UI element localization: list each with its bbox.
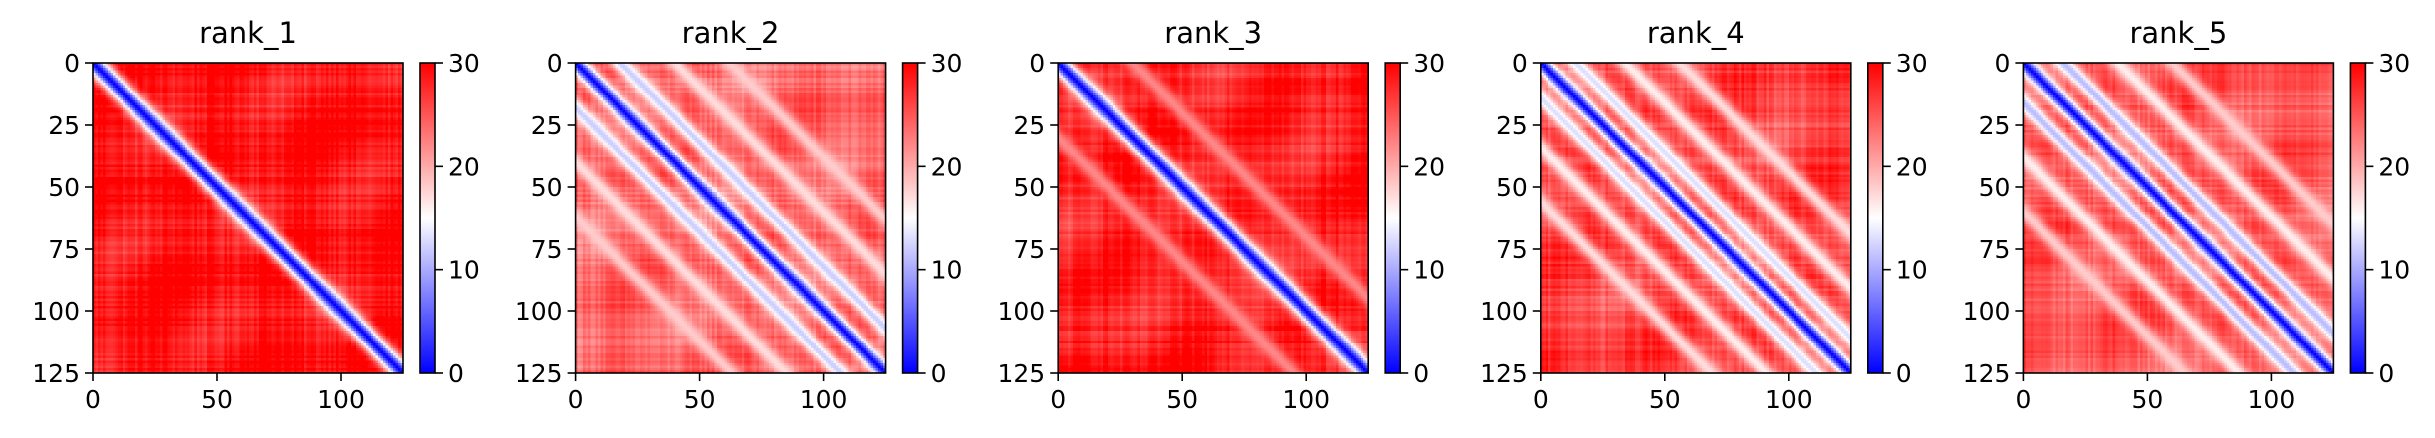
x-tick-label: 0	[1050, 385, 1066, 414]
y-tick-label: 125	[515, 359, 563, 388]
colorbar-tick-label: 10	[931, 256, 963, 285]
y-tick-label: 25	[48, 111, 80, 140]
colorbar-tick-label: 30	[1896, 49, 1928, 78]
colorbar	[1867, 62, 1884, 374]
x-tick-label: 100	[2248, 385, 2296, 414]
colorbar-tick-label: 30	[2378, 49, 2410, 78]
heatmap-image	[1540, 63, 1851, 373]
y-tick-label: 100	[32, 297, 80, 326]
y-tick-label: 25	[1013, 111, 1045, 140]
x-tick-label: 100	[1765, 385, 1813, 414]
x-tick-label: 100	[317, 385, 365, 414]
x-tick-label: 0	[85, 385, 101, 414]
x-tick-label: 100	[800, 385, 848, 414]
plot-frame	[1057, 62, 1369, 374]
heatmap-image	[2023, 63, 2334, 373]
y-tick-label: 125	[32, 359, 80, 388]
plot-frame	[1540, 62, 1852, 374]
x-tick-label: 50	[2131, 385, 2163, 414]
chart-title: rank_3	[1164, 16, 1262, 50]
y-tick-label: 125	[1963, 359, 2011, 388]
y-tick-label: 0	[547, 49, 563, 78]
colorbar	[901, 62, 919, 374]
y-tick-label: 0	[64, 49, 80, 78]
chart-title: rank_2	[682, 16, 780, 50]
chart-title: rank_5	[2129, 16, 2227, 50]
heatmap-image	[1058, 63, 1369, 373]
colorbar-tick-label: 30	[931, 49, 963, 78]
x-tick-label: 0	[1533, 385, 1549, 414]
y-tick-label: 125	[1480, 359, 1528, 388]
x-tick-label: 100	[1282, 385, 1330, 414]
plot-frame	[574, 62, 887, 374]
colorbar-tick-label: 10	[1413, 256, 1445, 285]
y-tick-label: 75	[531, 235, 563, 264]
x-tick-label: 50	[1649, 385, 1681, 414]
colorbar-tick-label: 20	[1413, 152, 1445, 181]
colorbar-tick-label: 20	[1896, 152, 1928, 181]
y-tick-label: 75	[48, 235, 80, 264]
y-tick-label: 0	[1029, 49, 1045, 78]
y-tick-label: 0	[1994, 49, 2010, 78]
plot-frame	[92, 62, 404, 374]
y-tick-label: 100	[997, 297, 1045, 326]
y-tick-label: 50	[1979, 173, 2011, 202]
plot-frame	[2022, 62, 2335, 374]
y-tick-label: 25	[1979, 111, 2011, 140]
x-tick-label: 0	[568, 385, 584, 414]
x-tick-label: 50	[1166, 385, 1198, 414]
y-tick-label: 100	[1963, 297, 2011, 326]
colorbar	[419, 62, 436, 374]
colorbar-tick-label: 10	[1896, 256, 1928, 285]
colorbar-tick-label: 20	[931, 152, 963, 181]
colorbar-tick-label: 10	[448, 256, 480, 285]
colorbar-tick-label: 10	[2378, 256, 2410, 285]
colorbar-tick-label: 0	[1896, 359, 1912, 388]
y-tick-label: 25	[531, 111, 563, 140]
heatmap-image	[93, 63, 403, 373]
colorbar	[2349, 62, 2367, 374]
y-tick-label: 50	[1013, 173, 1045, 202]
colorbar-tick-label: 0	[448, 359, 464, 388]
colorbar-tick-label: 30	[1413, 49, 1445, 78]
x-tick-label: 50	[201, 385, 233, 414]
x-tick-label: 50	[684, 385, 716, 414]
y-tick-label: 75	[1979, 235, 2011, 264]
y-tick-label: 50	[48, 173, 80, 202]
y-tick-label: 0	[1512, 49, 1528, 78]
y-tick-label: 50	[1496, 173, 1528, 202]
y-tick-label: 75	[1013, 235, 1045, 264]
heatmap-image	[575, 63, 886, 373]
chart-title: rank_4	[1647, 16, 1745, 50]
y-tick-label: 50	[531, 173, 563, 202]
colorbar-tick-label: 0	[1413, 359, 1429, 388]
y-tick-label: 25	[1496, 111, 1528, 140]
colorbar-tick-label: 0	[931, 359, 947, 388]
colorbar-tick-label: 0	[2378, 359, 2394, 388]
y-tick-label: 100	[515, 297, 563, 326]
colorbar	[1384, 62, 1401, 374]
y-tick-label: 100	[1480, 297, 1528, 326]
colorbar-tick-label: 20	[448, 152, 480, 181]
y-tick-label: 75	[1496, 235, 1528, 264]
colorbar-tick-label: 20	[2378, 152, 2410, 181]
colorbar-tick-label: 30	[448, 49, 480, 78]
x-tick-label: 0	[2015, 385, 2031, 414]
y-tick-label: 125	[997, 359, 1045, 388]
chart-title: rank_1	[199, 16, 297, 50]
